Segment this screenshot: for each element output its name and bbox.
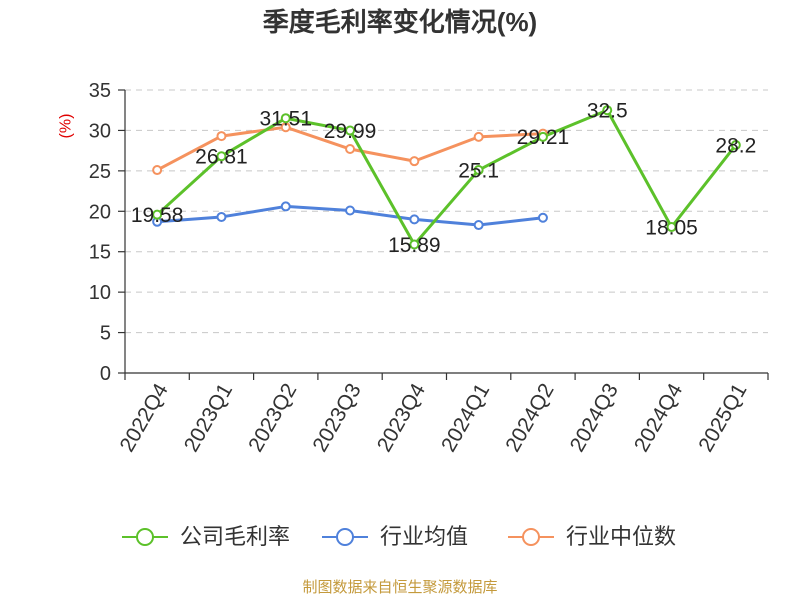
series-2-point (345, 144, 356, 155)
series-2-point (473, 131, 484, 142)
series-0-data-label: 15.89 (388, 234, 441, 257)
x-tick-label: 2023Q1 (180, 380, 237, 456)
series-1-point (473, 220, 484, 231)
series-2-point (152, 165, 163, 176)
x-tick-label: 2022Q4 (116, 379, 173, 455)
series-0-data-label: 29.99 (324, 120, 377, 143)
series-0-point (602, 105, 613, 116)
y-tick-label: 5 (100, 323, 111, 345)
legend-line-circle-icon (508, 528, 554, 546)
x-tick-label: 2023Q4 (373, 379, 430, 455)
series-0-data-label: 31.51 (259, 108, 312, 131)
legend-label: 行业均值 (380, 524, 469, 549)
series-0-data-label: 25.1 (458, 159, 499, 182)
series-0-point (730, 139, 741, 150)
legend: 公司毛利率 行业均值 行业中位数 (0, 522, 800, 552)
series-1-point (409, 214, 420, 225)
legend-item-industry-mean[interactable]: 行业均值 (322, 522, 468, 552)
series-0-point (152, 209, 163, 220)
series-line-0 (155, 108, 738, 247)
y-tick-label: 25 (89, 161, 111, 183)
series-0-point (216, 151, 227, 162)
y-tick-label: 20 (89, 201, 111, 223)
x-tick-label: 2024Q4 (630, 379, 687, 455)
x-tick-label: 2024Q1 (437, 380, 494, 456)
x-tick-label: 2024Q3 (566, 380, 623, 456)
legend-item-company-gross-margin[interactable]: 公司毛利率 (122, 522, 290, 552)
chart-title: 季度毛利率变化情况(%) (262, 7, 538, 37)
series-0-point (666, 222, 677, 233)
series-2-point (409, 156, 420, 167)
series-0-point (473, 165, 484, 176)
series-1-point (280, 201, 291, 212)
legend-label: 行业中位数 (566, 524, 677, 549)
y-tick-label: 15 (89, 242, 111, 264)
source-footer: 制图数据来自恒生聚源数据库 (302, 579, 498, 596)
series-1-point (216, 211, 227, 222)
series-1-point (537, 212, 548, 223)
y-tick-label: 30 (89, 120, 111, 142)
series-0-data-label: 19.58 (131, 204, 184, 227)
x-tick-label: 2023Q3 (308, 380, 365, 456)
y-tick-label: 35 (89, 80, 111, 102)
series-0-data-label: 29.21 (517, 126, 570, 149)
legend-line-circle-icon (122, 528, 168, 546)
series-2-point (216, 131, 227, 142)
x-tick-label: 2023Q2 (244, 380, 301, 456)
series-0-data-label: 28.2 (715, 134, 756, 157)
series-0-point (280, 113, 291, 124)
y-axis-label: (%) (58, 114, 75, 139)
y-tick-label: 0 (100, 363, 111, 385)
x-tick-label: 2025Q1 (694, 380, 751, 456)
series-0-point (537, 131, 548, 142)
legend-line-circle-icon (322, 528, 368, 546)
series-0-data-label: 32.5 (587, 100, 628, 123)
y-tick-label: 10 (89, 282, 111, 304)
x-tick-label: 2024Q2 (501, 380, 558, 456)
series-1-point (345, 205, 356, 216)
series-0-point (409, 239, 420, 250)
series-0-data-label: 18.05 (645, 216, 698, 239)
series-0-point (345, 125, 356, 136)
legend-item-industry-median[interactable]: 行业中位数 (508, 522, 676, 552)
series-0-data-label: 26.81 (195, 146, 248, 169)
legend-label: 公司毛利率 (180, 524, 291, 549)
